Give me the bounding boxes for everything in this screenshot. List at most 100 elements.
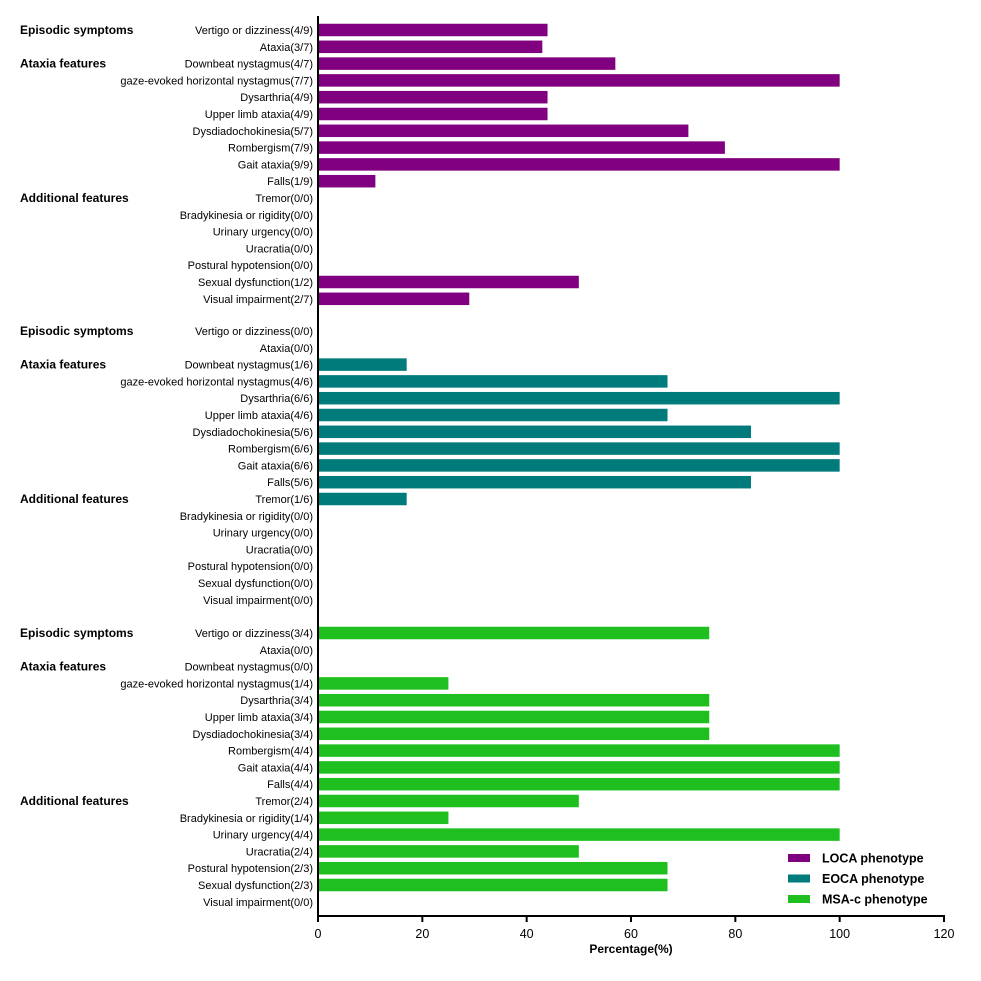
category-label: Visual impairment(2/7) [203, 294, 313, 306]
category-label: Falls(5/6) [267, 477, 313, 489]
category-label: Uracratia(0/0) [246, 544, 313, 556]
category-label: Visual impairment(0/0) [203, 595, 313, 607]
bar [319, 40, 543, 54]
category-label: Vertigo or dizziness(0/0) [195, 326, 313, 338]
category-label: Gait ataxia(6/6) [238, 460, 313, 472]
category-label: Bradykinesia or rigidity(0/0) [180, 511, 313, 523]
bar [319, 158, 840, 171]
bar [319, 878, 668, 892]
bar [319, 677, 449, 690]
bar [319, 141, 725, 154]
bar [319, 861, 668, 875]
x-axis-ticks: 0 20 40 60 80 100 120 [315, 916, 954, 941]
category-label: Uracratia(0/0) [246, 243, 313, 255]
bar [319, 626, 710, 640]
category-label: Postural hypotension(2/3) [188, 863, 313, 875]
category-label: Urinary urgency(0/0) [213, 528, 313, 540]
category-label: Upper limb ataxia(3/4) [205, 712, 313, 724]
legend-label: MSA-c phenotype [822, 893, 928, 907]
category-label: gaze-evoked horizontal nystagmus(7/7) [120, 75, 313, 87]
category-label: Gait ataxia(4/4) [238, 762, 313, 774]
legend-swatch [788, 854, 810, 862]
category-label: Falls(1/9) [267, 176, 313, 188]
category-label: Dysdiadochokinesia(5/6) [193, 427, 313, 439]
bar [319, 727, 710, 741]
category-label: Bradykinesia or rigidity(0/0) [180, 210, 313, 222]
bar [319, 275, 579, 289]
category-label: Dysarthria(3/4) [240, 695, 313, 707]
x-tick-label: 20 [415, 927, 429, 941]
category-label: Falls(4/4) [267, 779, 313, 791]
bar [319, 845, 579, 858]
legend-label: EOCA phenotype [822, 872, 924, 886]
bar [319, 375, 668, 388]
bar [319, 74, 840, 87]
category-label: Vertigo or dizziness(3/4) [195, 628, 313, 640]
bar [319, 459, 840, 472]
legend-label: LOCA phenotype [822, 852, 924, 866]
x-axis-label: Percentage(%) [589, 942, 672, 956]
category-label: Sexual dysfunction(0/0) [198, 578, 313, 590]
category-label: Downbeat nystagmus(1/6) [185, 360, 313, 372]
category-label: Ataxia(0/0) [260, 343, 313, 355]
bar [319, 761, 840, 774]
bar [319, 107, 548, 121]
group-label: Ataxia features [20, 660, 106, 674]
bar [319, 828, 840, 841]
category-label: Downbeat nystagmus(0/0) [185, 662, 313, 674]
panel-msa-c-phenotype: Vertigo or dizziness(3/4) Ataxia(0/0) Down… [20, 626, 840, 909]
bar [319, 90, 548, 104]
bar [319, 492, 407, 506]
category-label: Urinary urgency(0/0) [213, 227, 313, 239]
bar [319, 408, 668, 422]
bar [319, 475, 751, 489]
x-tick-label: 100 [829, 927, 850, 941]
x-tick-label: 0 [315, 927, 322, 941]
bar [319, 425, 751, 439]
category-label: Tremor(2/4) [255, 796, 313, 808]
category-label: Bradykinesia or rigidity(1/4) [180, 813, 313, 825]
bar [319, 391, 840, 405]
legend-swatch [788, 874, 810, 883]
category-label: Visual impairment(0/0) [203, 897, 313, 909]
category-label: Dysdiadochokinesia(5/7) [193, 126, 313, 138]
category-label: Sexual dysfunction(2/3) [198, 880, 313, 892]
x-tick-label: 60 [624, 927, 638, 941]
group-label: Ataxia features [20, 57, 106, 71]
category-label: Tremor(1/6) [255, 494, 313, 506]
group-label: Additional features [20, 191, 129, 205]
category-label: Downbeat nystagmus(4/7) [185, 59, 313, 71]
category-label: Sexual dysfunction(1/2) [198, 277, 313, 289]
category-label: Dysarthria(4/9) [240, 92, 313, 104]
category-label: gaze-evoked horizontal nystagmus(4/6) [120, 376, 313, 388]
bar [319, 292, 470, 306]
category-label: Urinary urgency(4/4) [213, 830, 313, 842]
bar [319, 811, 449, 825]
bar [319, 794, 579, 808]
category-label: Upper limb ataxia(4/9) [205, 109, 313, 121]
category-label: Dysarthria(6/6) [240, 393, 313, 405]
category-label: Dysdiadochokinesia(3/4) [193, 729, 313, 741]
group-label: Episodic symptoms [20, 324, 134, 338]
bar [319, 693, 710, 707]
category-label: Postural hypotension(0/0) [188, 260, 313, 272]
category-label: Ataxia(3/7) [260, 42, 313, 54]
bar [319, 57, 616, 70]
panel-loca-phenotype: Vertigo or dizziness(4/9) Ataxia(3/7) Down… [20, 23, 840, 306]
bar [319, 174, 376, 188]
category-label: Upper limb ataxia(4/6) [205, 410, 313, 422]
bar [319, 710, 710, 724]
category-label: Uracratia(2/4) [246, 846, 313, 858]
bar [319, 777, 840, 791]
category-label: Rombergism(4/4) [228, 746, 313, 758]
bar [319, 124, 689, 138]
category-label: Tremor(0/0) [255, 193, 313, 205]
x-tick-label: 40 [520, 927, 534, 941]
category-label: Postural hypotension(0/0) [188, 561, 313, 573]
category-label: Rombergism(6/6) [228, 444, 313, 456]
category-label: gaze-evoked horizontal nystagmus(1/4) [120, 678, 313, 690]
group-label: Ataxia features [20, 358, 106, 372]
group-label: Additional features [20, 492, 129, 506]
chart-panels: Vertigo or dizziness(4/9) Ataxia(3/7) Down… [20, 23, 840, 909]
